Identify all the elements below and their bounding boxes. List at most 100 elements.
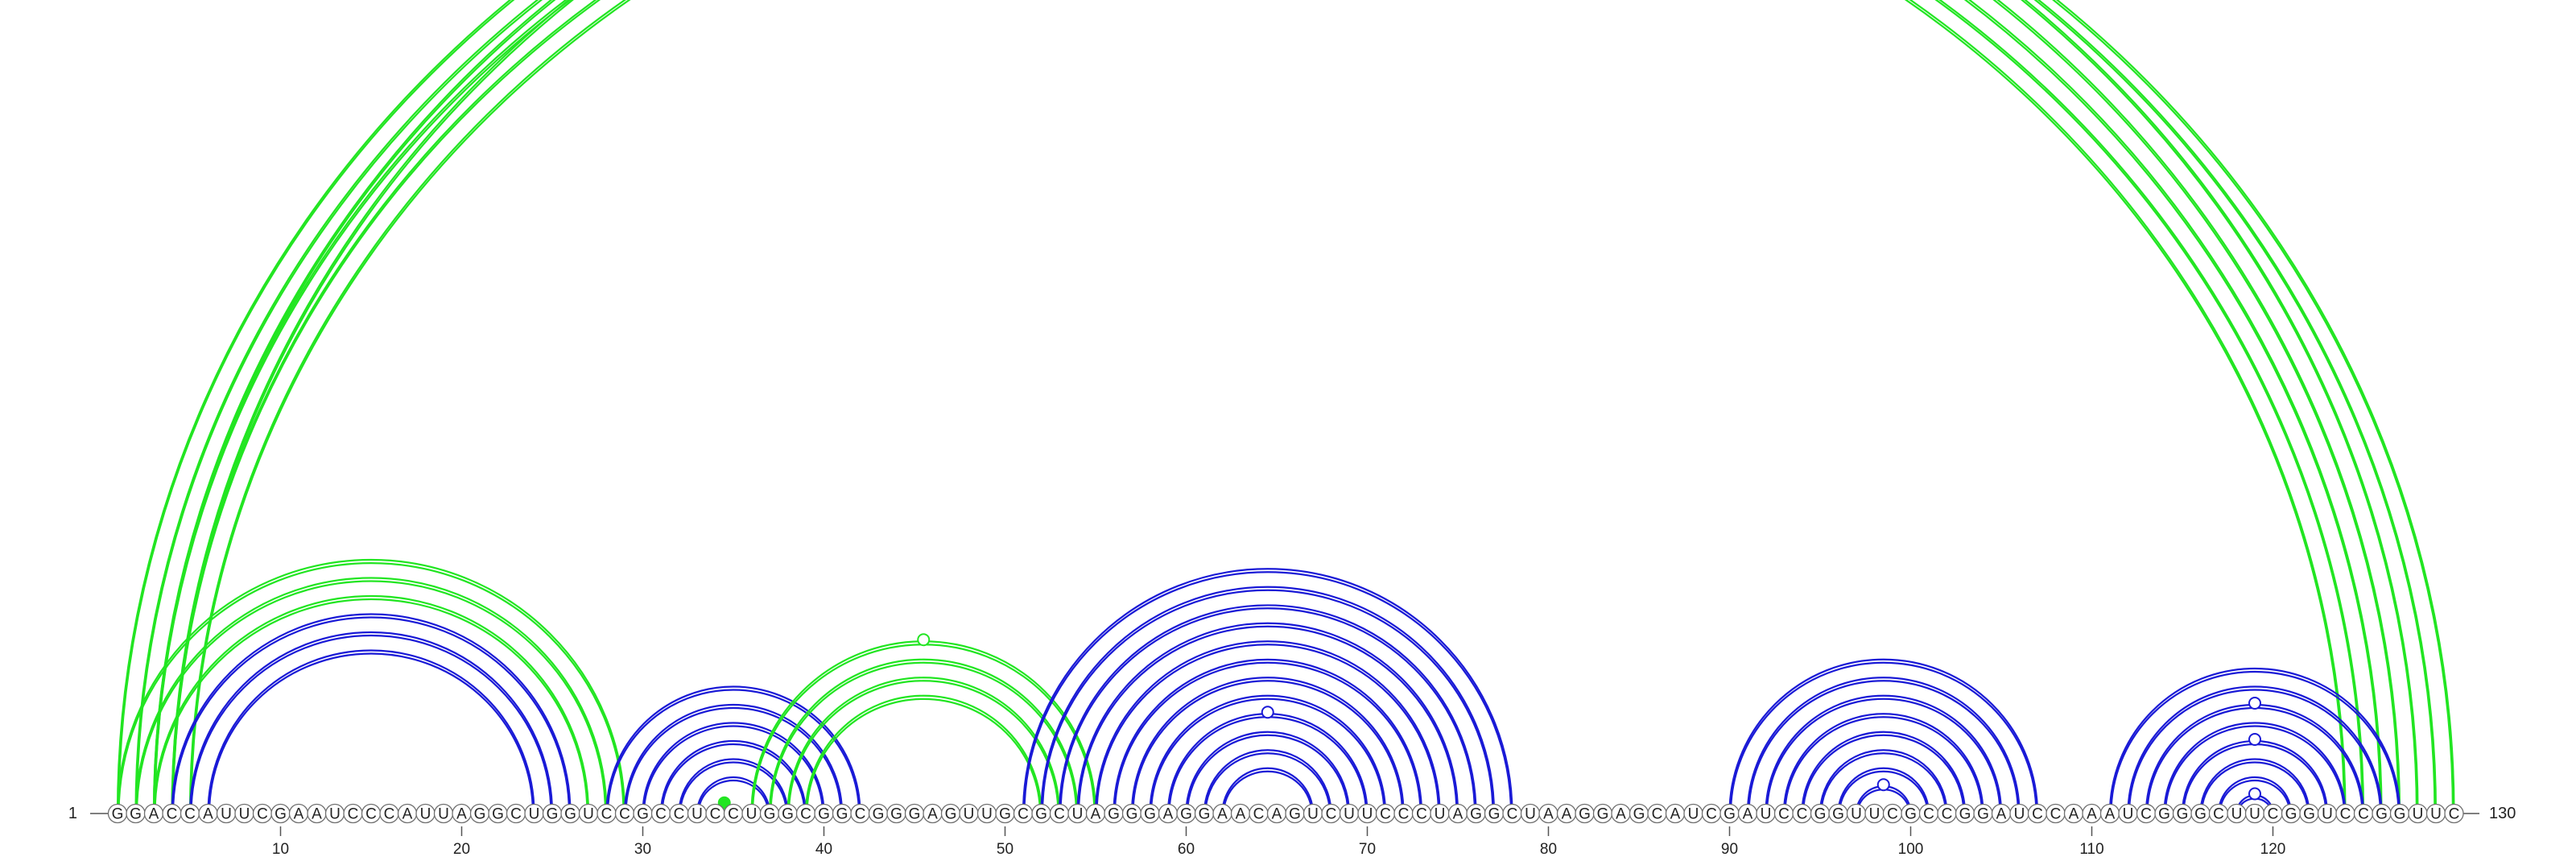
nucleotide-90: G (1719, 803, 1740, 824)
base-pair-arc-60-69-inner (1186, 734, 1349, 814)
tick-label-120: 120 (2260, 841, 2286, 857)
base-pair-arc-58-71 (1149, 694, 1387, 814)
nucleotide-letter: A (203, 806, 213, 823)
nucleotide-letter: C (510, 806, 522, 823)
nucleotide-44: G (886, 803, 906, 824)
nucleotide-3: A (143, 803, 164, 824)
nucleotide-8: U (234, 803, 254, 824)
base-pair-arc-53-76-inner (1059, 607, 1476, 814)
base-pair-arc-116-122-inner (2200, 761, 2310, 814)
base-pair-arc-57-72-inner (1132, 680, 1404, 814)
nucleotide-9: C (252, 803, 273, 824)
nucleotide-letter: U (438, 806, 449, 823)
nucleotide-121: G (2281, 803, 2301, 824)
base-pair-arc-1-128 (116, 0, 2419, 814)
nucleotide-letter: C (2050, 806, 2062, 823)
nucleotide-89: C (1701, 803, 1722, 824)
nucleotide-letter: U (239, 806, 250, 823)
nucleotide-14: C (343, 803, 363, 824)
nucleotide-letter: U (746, 806, 758, 823)
nucleotide-circle (2444, 803, 2464, 824)
base-pair-arc-56-73-inner (1113, 661, 1422, 814)
nucleotide-letter: U (691, 806, 703, 823)
nucleotide-31: C (650, 803, 671, 824)
nucleotide-111: A (2099, 803, 2120, 824)
nucleotide-letter: C (601, 806, 613, 823)
nucleotide-74: U (1430, 803, 1450, 824)
base-pair-arc-55-74-inner (1096, 644, 1440, 814)
nucleotide-letter: C (167, 806, 178, 823)
base-pair-arc-51-78 (1022, 568, 1513, 814)
nucleotide-18: U (415, 803, 436, 824)
tick-label-70: 70 (1359, 841, 1376, 857)
nucleotide-96: G (1828, 803, 1848, 824)
nucleotide-85: G (1629, 803, 1649, 824)
nucleotide-letter: G (1470, 806, 1482, 823)
nucleotide-105: A (1991, 803, 2012, 824)
nucleotide-65: A (1266, 803, 1287, 824)
base-pair-arc-53-76 (1058, 604, 1477, 814)
base-pair-arc-1-29 (116, 558, 626, 814)
nucleotide-letter: U (2123, 806, 2134, 823)
nucleotide-25: G (542, 803, 563, 824)
base-pair-arc-28-42 (605, 685, 861, 814)
nucleotide-letter: A (1236, 806, 1246, 823)
nucleotide-letter: A (294, 806, 304, 823)
nucleotide-102: C (1937, 803, 1957, 824)
nucleotide-letter: C (655, 806, 667, 823)
nucleotide-80: A (1538, 803, 1558, 824)
base-pair-arc-3-129 (152, 0, 2438, 814)
base-pair-arc-94-103-inner (1802, 734, 1965, 814)
nucleotide-letter: A (1091, 806, 1101, 823)
nucleotide-letter: C (1326, 806, 1337, 823)
nucleotide-letter: A (1163, 806, 1174, 823)
nucleotide-letter: U (583, 806, 594, 823)
nucleotide-letter: G (2158, 806, 2170, 823)
nucleotide-67: U (1302, 803, 1323, 824)
nucleotide-letter: U (1344, 806, 1355, 823)
nucleotide-48: U (959, 803, 979, 824)
base-pair-arc-117-121-inner (2219, 779, 2291, 814)
nucleotide-28: C (597, 803, 617, 824)
nucleotide-letter: C (728, 806, 739, 823)
nucleotide-84: A (1611, 803, 1631, 824)
base-pair-arc-6-24 (207, 649, 535, 814)
base-pair-arcs (116, 0, 2455, 814)
base-pair-arc-31-39 (659, 739, 807, 814)
base-pair-arc-4-125 (171, 0, 2365, 814)
nucleotide-letter: U (1688, 806, 1699, 823)
base-pair-arc-5-124 (188, 0, 2347, 814)
sequence-start-label: 1 (68, 805, 77, 822)
nucleotide-71: C (1375, 803, 1396, 824)
tick-label-80: 80 (1540, 841, 1557, 857)
nucleotide-letter: A (1743, 806, 1753, 823)
base-pair-arc-92-105 (1765, 694, 2003, 814)
nucleotide-letter: A (312, 806, 322, 823)
nucleotide-58: G (1140, 803, 1160, 824)
nucleotide-letter: C (674, 806, 685, 823)
nucleotide-94: C (1792, 803, 1812, 824)
nucleotide-60: G (1176, 803, 1196, 824)
nucleotide-30: G (633, 803, 653, 824)
nucleotide-letter: G (1633, 806, 1645, 823)
nucleotide-97: U (1846, 803, 1867, 824)
nucleotide-letter: C (348, 806, 359, 823)
nucleotide-62: A (1212, 803, 1232, 824)
nucleotide-letter: G (909, 806, 921, 823)
nucleotide-letter: G (1180, 806, 1192, 823)
nucleotide-letter: C (184, 806, 196, 823)
nucleotide-letter: C (2449, 806, 2460, 823)
base-pair-arc-38-53-inner (787, 680, 1059, 814)
nucleotide-10: G (270, 803, 291, 824)
nucleotide-letter: U (964, 806, 975, 823)
nucleotide-letter: G (492, 806, 504, 823)
nucleotide-letter: C (1797, 806, 1808, 823)
nucleotide-letter: U (420, 806, 431, 823)
nucleotide-99: C (1882, 803, 1903, 824)
nucleotide-letter: U (1761, 806, 1772, 823)
nucleotide-27: U (578, 803, 599, 824)
nucleotide-19: U (433, 803, 454, 824)
nucleotide-letter: G (564, 806, 576, 823)
nucleotide-46: A (923, 803, 943, 824)
nucleotide-24: U (524, 803, 544, 824)
